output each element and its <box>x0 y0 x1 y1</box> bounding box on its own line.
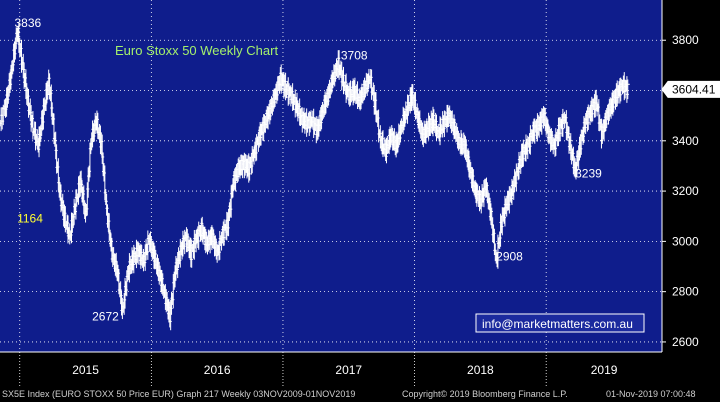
x-tick-label: 2018 <box>467 363 494 377</box>
annotation-label: 2672 <box>92 309 119 323</box>
last-price-tag: 3604.41 <box>661 80 720 98</box>
gridlines <box>0 0 662 352</box>
annotation-label: 3708 <box>341 48 368 62</box>
x-tick-label: 2019 <box>591 363 618 377</box>
y-tick-label: 3200 <box>672 184 699 198</box>
chart-title: Euro Stoxx 50 Weekly Chart <box>115 43 278 58</box>
footer-left: SX5E Index (EURO STOXX 50 Price EUR) Gra… <box>2 389 356 399</box>
price-bar <box>625 79 630 100</box>
annotation-label: 3836 <box>14 16 41 30</box>
x-axis-panel <box>0 352 720 386</box>
y-tick-label: 3400 <box>672 134 699 148</box>
x-axis-ticks: 2015 2016 2017 2018 2019 <box>19 352 618 386</box>
plot-background <box>0 0 662 352</box>
footer-center: Copyright© 2019 Bloomberg Finance L.P. <box>402 389 568 399</box>
email-text[interactable]: info@marketmatters.com.au <box>482 317 633 331</box>
annotations: 3836 1164 2672 3708 2908 3239 <box>14 16 602 323</box>
annotation-label: 2908 <box>496 250 523 264</box>
y-tick-label: 2600 <box>672 335 699 349</box>
annotation-label: 1164 <box>17 211 43 225</box>
x-tick-label: 2015 <box>72 363 99 377</box>
price-bars <box>0 23 630 331</box>
y-tick-label: 3000 <box>672 234 699 248</box>
annotation-label: 3239 <box>575 166 602 180</box>
y-tick-label: 3800 <box>672 33 699 47</box>
y-tick-label: 2800 <box>672 285 699 299</box>
y-axis-panel <box>662 0 720 352</box>
footer: SX5E Index (EURO STOXX 50 Price EUR) Gra… <box>0 386 720 402</box>
footer-right: 01-Nov-2019 07:00:48 <box>606 389 696 399</box>
last-price-label: 3604.41 <box>672 82 716 96</box>
x-tick-label: 2016 <box>204 363 231 377</box>
x-tick-label: 2017 <box>335 363 362 377</box>
email-box[interactable]: info@marketmatters.com.au <box>475 313 645 333</box>
